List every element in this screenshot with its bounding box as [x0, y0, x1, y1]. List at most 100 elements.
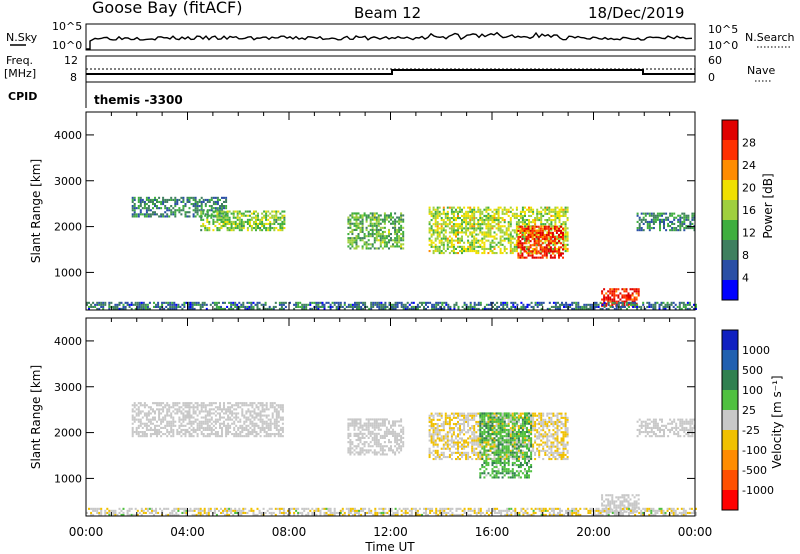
data-cell — [473, 427, 476, 430]
data-cell — [528, 208, 530, 211]
data-cell — [461, 239, 463, 242]
data-cell — [473, 449, 476, 452]
data-cell — [230, 305, 233, 308]
data-cell — [491, 219, 494, 222]
data-cell — [678, 303, 681, 306]
data-cell — [406, 305, 409, 308]
data-cell — [452, 433, 455, 436]
data-cell — [208, 205, 211, 208]
data-cell — [432, 458, 435, 461]
data-cell — [457, 227, 459, 230]
data-cell — [204, 227, 207, 230]
data-cell — [452, 227, 455, 230]
data-cell — [372, 301, 375, 304]
data-cell — [487, 225, 490, 228]
data-cell — [511, 441, 514, 444]
data-cell — [112, 307, 115, 310]
data-cell — [319, 305, 322, 308]
data-cell — [642, 212, 645, 215]
data-cell — [158, 416, 161, 419]
data-cell — [526, 225, 528, 228]
data-cell — [141, 200, 144, 203]
data-cell — [514, 301, 517, 304]
data-cell — [250, 229, 253, 232]
data-cell — [378, 307, 381, 310]
data-cell — [446, 447, 449, 450]
data-cell — [446, 423, 449, 426]
cpid-value: themis -3300 — [94, 93, 183, 107]
data-cell — [524, 221, 526, 224]
data-cell — [154, 416, 156, 419]
data-cell — [214, 410, 217, 413]
data-cell — [139, 203, 142, 206]
data-cell — [257, 218, 259, 221]
data-cell — [169, 301, 172, 304]
data-cell — [540, 206, 543, 209]
data-cell — [505, 423, 508, 426]
data-cell — [530, 227, 533, 230]
data-cell — [589, 303, 592, 306]
data-cell — [459, 241, 461, 244]
data-cell — [281, 404, 284, 407]
data-cell — [452, 214, 455, 217]
data-cell — [461, 245, 463, 248]
data-cell — [560, 223, 563, 226]
data-cell — [160, 435, 163, 438]
data-cell — [526, 252, 528, 255]
data-cell — [529, 233, 532, 236]
data-cell — [216, 214, 219, 217]
data-cell — [147, 215, 150, 218]
data-cell — [535, 252, 538, 255]
data-cell — [450, 227, 453, 230]
data-cell — [379, 226, 382, 229]
data-cell — [188, 435, 191, 438]
data-cell — [463, 303, 466, 306]
data-cell — [269, 428, 272, 431]
data-cell — [487, 307, 490, 310]
data-cell — [143, 424, 146, 427]
data-cell — [141, 435, 144, 438]
data-cell — [691, 212, 694, 215]
data-cell — [365, 424, 368, 427]
data-cell — [239, 418, 242, 421]
data-cell — [357, 434, 360, 437]
data-cell — [551, 240, 554, 243]
data-cell — [436, 206, 439, 209]
data-cell — [349, 230, 352, 233]
data-cell — [281, 418, 284, 421]
data-cell — [523, 248, 526, 251]
data-cell — [146, 307, 149, 310]
data-cell — [253, 402, 256, 405]
data-cell — [363, 241, 366, 244]
data-cell — [349, 418, 352, 421]
data-cell — [156, 404, 158, 407]
data-cell — [469, 223, 472, 226]
data-cell — [434, 250, 437, 253]
data-cell — [261, 225, 264, 228]
data-cell — [505, 453, 508, 456]
data-cell — [689, 225, 692, 228]
data-cell — [174, 402, 177, 405]
data-cell — [149, 412, 152, 415]
data-cell — [527, 227, 530, 230]
data-cell — [556, 235, 559, 238]
data-cell — [513, 245, 516, 248]
data-cell — [164, 426, 167, 429]
data-cell — [208, 209, 211, 212]
data-cell — [194, 200, 197, 203]
data-cell — [499, 252, 502, 255]
data-cell — [170, 416, 173, 419]
data-cell — [190, 402, 193, 405]
data-cell — [373, 247, 376, 250]
data-cell — [172, 198, 175, 201]
data-cell — [275, 227, 278, 230]
data-cell — [265, 416, 268, 419]
data-cell — [544, 206, 547, 209]
data-cell — [469, 250, 472, 253]
data-cell — [562, 236, 564, 239]
data-cell — [589, 305, 592, 308]
data-cell — [90, 305, 93, 308]
data-cell — [133, 203, 136, 206]
data-cell — [145, 209, 148, 212]
